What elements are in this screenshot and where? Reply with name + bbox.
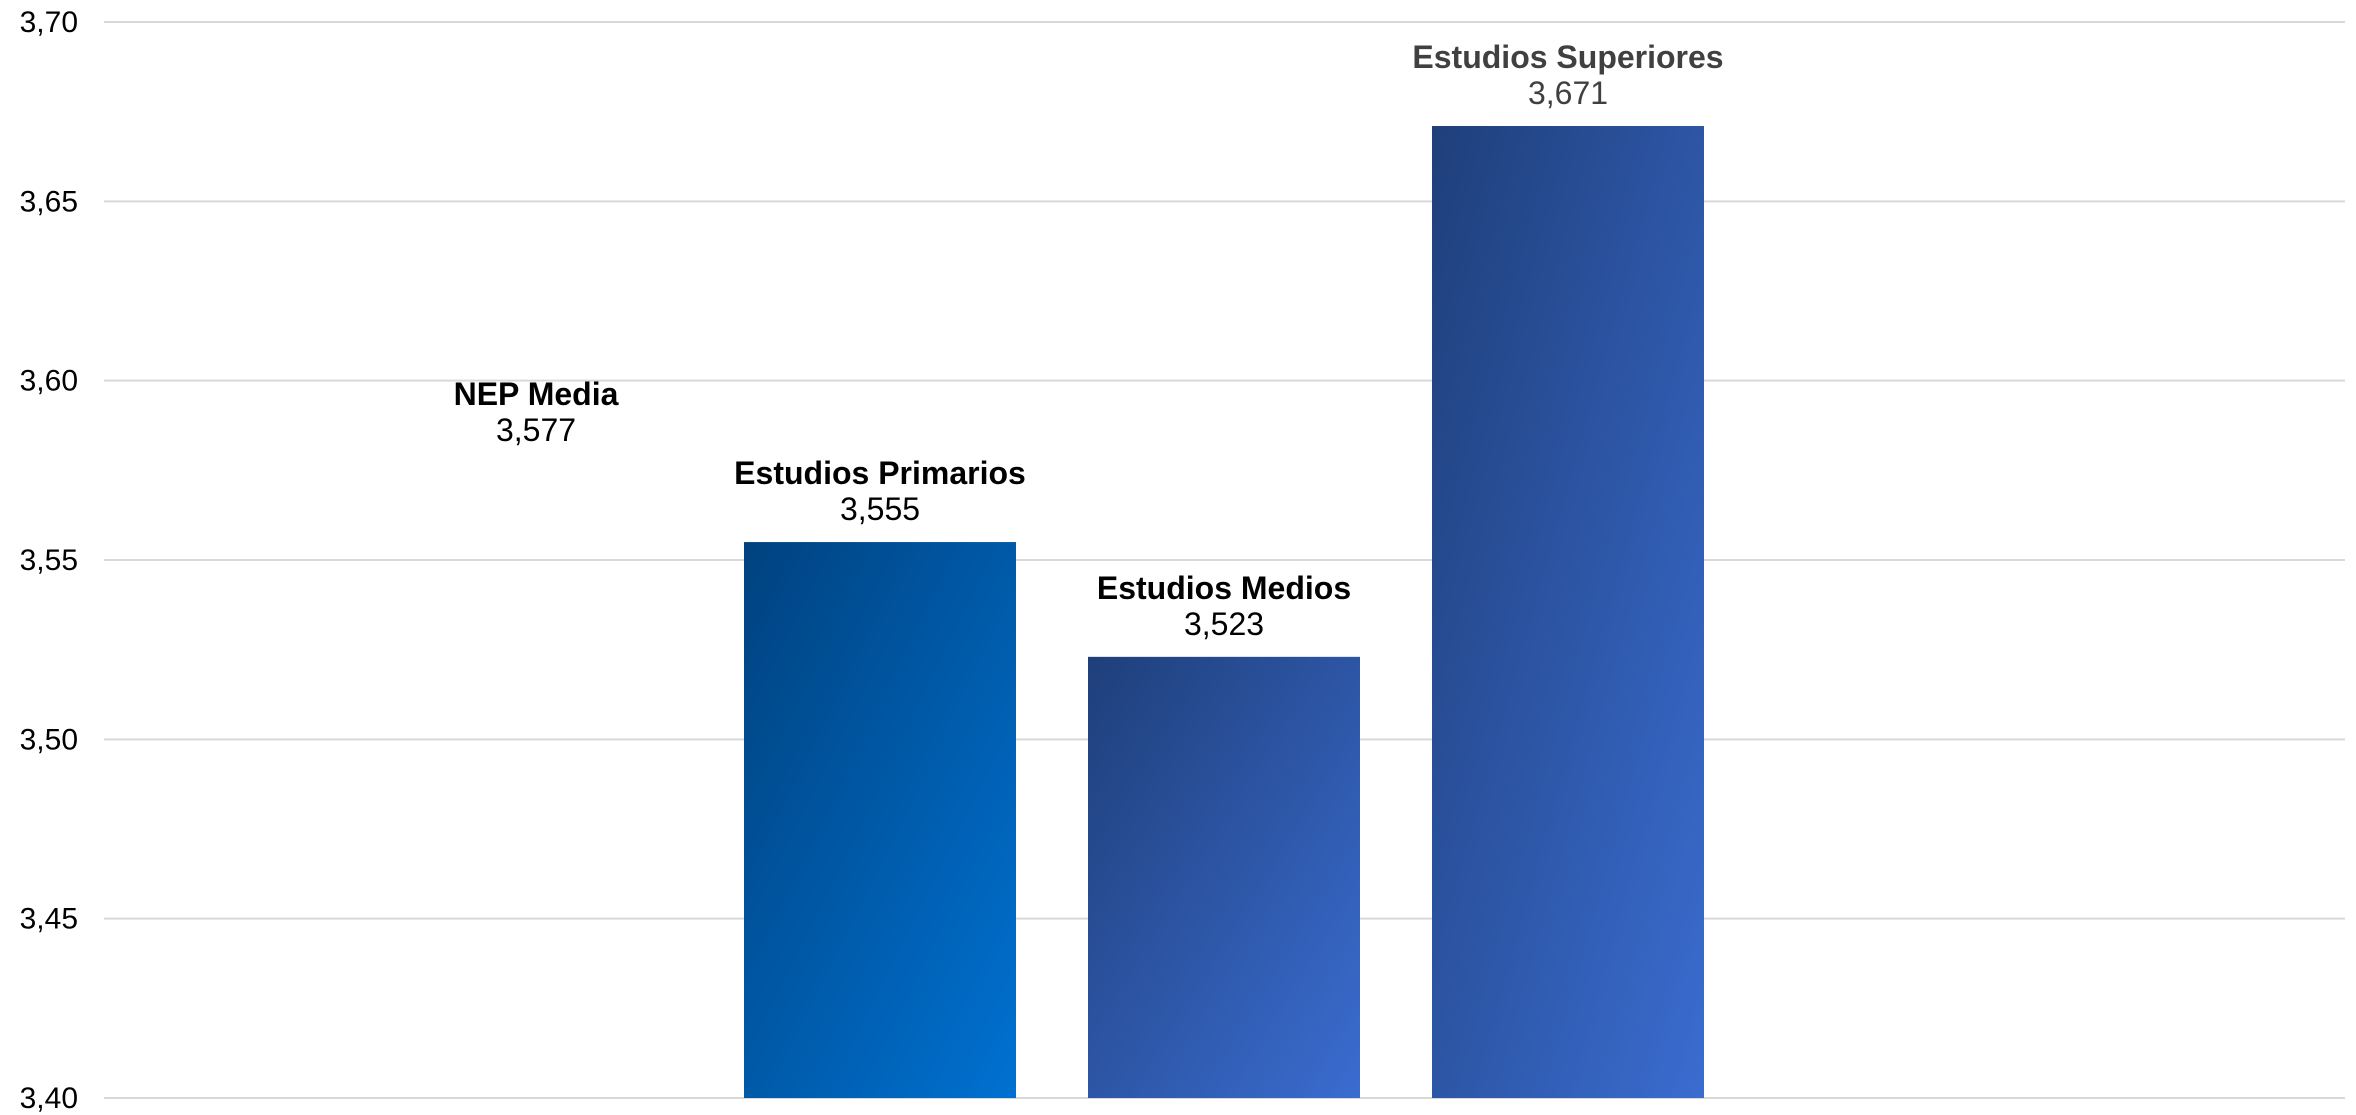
y-tick-label: 3,50 — [20, 723, 78, 756]
y-tick-label: 3,40 — [20, 1082, 78, 1115]
bar-category-label: Estudios Medios — [1097, 570, 1351, 606]
bar-category-label: NEP Media — [454, 376, 619, 412]
bar-category-label: Estudios Primarios — [734, 455, 1026, 491]
bar-value-label: 3,577 — [496, 412, 576, 448]
bar-value-label: 3,671 — [1528, 75, 1608, 111]
bar-category-label: Estudios Superiores — [1412, 39, 1723, 75]
y-tick-label: 3,70 — [20, 6, 78, 39]
y-tick-label: 3,55 — [20, 544, 78, 577]
bar — [1432, 126, 1704, 1099]
bar-value-label: 3,555 — [840, 491, 920, 527]
y-tick-label: 3,60 — [20, 365, 78, 398]
bar-value-label: 3,523 — [1184, 606, 1264, 642]
bar — [1088, 656, 1360, 1098]
y-tick-label: 3,65 — [20, 185, 78, 218]
bar — [744, 542, 1016, 1098]
y-tick-label: 3,45 — [20, 903, 78, 936]
bars — [744, 126, 1704, 1099]
y-axis-ticks: 3,40 3,45 3,50 3,55 3,60 3,65 3,70 — [20, 6, 78, 1115]
